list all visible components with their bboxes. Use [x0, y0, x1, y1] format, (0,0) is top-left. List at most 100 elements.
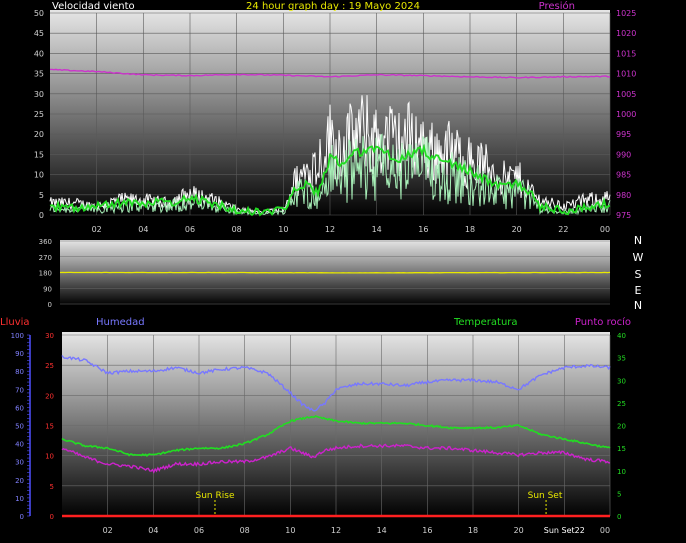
wind-x-tick: 02 — [92, 225, 102, 234]
pressure-y-tick: 985 — [616, 171, 631, 180]
sunrise-label: Sun Rise — [196, 491, 235, 501]
wind-y-tick: 45 — [34, 29, 44, 38]
compass-n-bottom: N — [634, 299, 642, 312]
temperature-y-tick: 35 — [617, 355, 626, 363]
compass-s: S — [635, 268, 642, 281]
rain-label: Lluvia — [0, 317, 30, 328]
temperature-line — [61, 415, 611, 457]
temperature-x-tick: 10 — [285, 526, 295, 535]
pressure-y-tick: 975 — [616, 211, 631, 220]
humidity-y-tick: 50 — [15, 423, 24, 431]
pressure-y-tick: 1000 — [616, 110, 636, 119]
humidity-y-tick: 100 — [11, 332, 24, 340]
wind-y-tick: 5 — [39, 191, 44, 200]
humidity-y-tick: 90 — [15, 350, 24, 358]
temperature-y-tick: 0 — [617, 513, 621, 521]
temperature-y-tick: 10 — [617, 468, 626, 476]
wind-x-tick: 04 — [138, 225, 148, 234]
pressure-y-tick: 995 — [616, 130, 631, 139]
direction-y-tick: 90 — [43, 285, 52, 293]
wind-series — [49, 68, 611, 217]
humidity-y-tick: 40 — [15, 441, 24, 449]
temperature-x-tick: 16 — [422, 526, 432, 535]
humidity-y-tick: 0 — [20, 513, 24, 521]
rain-y-tick: 0 — [50, 513, 54, 521]
humidity-y-tick: 10 — [15, 495, 24, 503]
temperature-x-tick: 20 — [514, 526, 524, 535]
pressure-line — [50, 68, 611, 79]
temperature-y-tick: 15 — [617, 445, 626, 453]
wind-y-tick: 0 — [39, 211, 44, 220]
temperature-x-tick: 06 — [194, 526, 204, 535]
pressure-y-tick: 1025 — [616, 9, 636, 18]
temperature-series — [61, 355, 611, 518]
direction-y-tick: 0 — [48, 301, 52, 309]
temperature-x-tick: 14 — [377, 526, 387, 535]
wind-label: Velocidad viento — [52, 1, 135, 12]
temperature-y-tick: 30 — [617, 377, 626, 385]
wind-x-tick: 10 — [278, 225, 288, 234]
temperature-y-tick: 20 — [617, 423, 626, 431]
pressure-y-tick: 980 — [616, 191, 631, 200]
rain-y-tick: 20 — [45, 392, 54, 400]
direction-series — [59, 271, 611, 274]
sunset-label: Sun Set — [528, 491, 563, 501]
rain-y-tick: 15 — [45, 423, 54, 431]
temperature-y-tick: 40 — [617, 332, 626, 340]
temperature-x-tick: Sun Set22 — [544, 526, 585, 535]
sun-markers: Sun Rise Sun Set — [196, 491, 563, 516]
rain-y-tick: 10 — [45, 453, 54, 461]
temperature-y-tick: 25 — [617, 400, 626, 408]
temperature-axes: 1009080706050403020100302520151050403530… — [11, 332, 626, 535]
rain-y-tick: 5 — [50, 483, 54, 491]
wind-x-tick: 20 — [512, 225, 522, 234]
temperature-x-tick: 12 — [331, 526, 341, 535]
wind-x-tick: 16 — [418, 225, 428, 234]
wind-y-tick: 20 — [34, 130, 44, 139]
rain-y-tick: 30 — [45, 332, 54, 340]
temperature-x-tick: 04 — [148, 526, 158, 535]
wind-x-tick: 12 — [325, 225, 335, 234]
wind-x-tick: 00 — [600, 225, 610, 234]
compass-n-top: N — [634, 234, 642, 247]
humidity-y-tick: 80 — [15, 368, 24, 376]
pressure-y-tick: 1010 — [616, 70, 636, 79]
wind-x-tick: 08 — [232, 225, 242, 234]
wind-y-tick: 10 — [34, 171, 44, 180]
wind-x-tick: 06 — [185, 225, 195, 234]
compass-w: W — [633, 251, 644, 264]
direction-y-tick: 270 — [39, 254, 52, 262]
direction-y-tick: 180 — [39, 270, 52, 278]
dewpoint-label: Punto rocío — [575, 316, 631, 328]
direction-axes: 360 270 180 90 0 — [39, 238, 52, 309]
wind-y-tick: 15 — [34, 150, 44, 159]
wind-axes: 5045403530252015105010251020101510101005… — [34, 9, 637, 234]
wind-y-tick: 40 — [34, 49, 44, 58]
wind-x-tick: 22 — [558, 225, 568, 234]
compass-e: E — [635, 284, 642, 297]
humidity-y-tick: 20 — [15, 477, 24, 485]
wind-y-tick: 25 — [34, 110, 44, 119]
humidity-line — [61, 355, 611, 412]
temperature-label: Temperatura — [453, 317, 518, 328]
chart-title: 24 hour graph day : 19 Mayo 2024 — [246, 1, 420, 12]
rain-y-tick: 25 — [45, 362, 54, 370]
wind-y-tick: 30 — [34, 90, 44, 99]
humidity-label: Humedad — [96, 317, 145, 328]
temperature-x-tick: 08 — [240, 526, 250, 535]
pressure-label: Presión — [539, 0, 575, 12]
direction-y-tick: 360 — [39, 238, 52, 246]
direction-line — [59, 271, 611, 274]
wind-x-tick: 18 — [465, 225, 475, 234]
dewpoint-line — [61, 443, 611, 474]
temperature-x-tick: 02 — [103, 526, 113, 535]
wind-y-tick: 50 — [34, 9, 44, 18]
wind-y-tick: 35 — [34, 70, 44, 79]
temperature-x-tick: 18 — [468, 526, 478, 535]
pressure-y-tick: 990 — [616, 150, 631, 159]
pressure-y-tick: 1005 — [616, 90, 636, 99]
pressure-y-tick: 1020 — [616, 29, 636, 38]
temperature-y-tick: 5 — [617, 490, 621, 498]
humidity-y-tick: 70 — [15, 386, 24, 394]
